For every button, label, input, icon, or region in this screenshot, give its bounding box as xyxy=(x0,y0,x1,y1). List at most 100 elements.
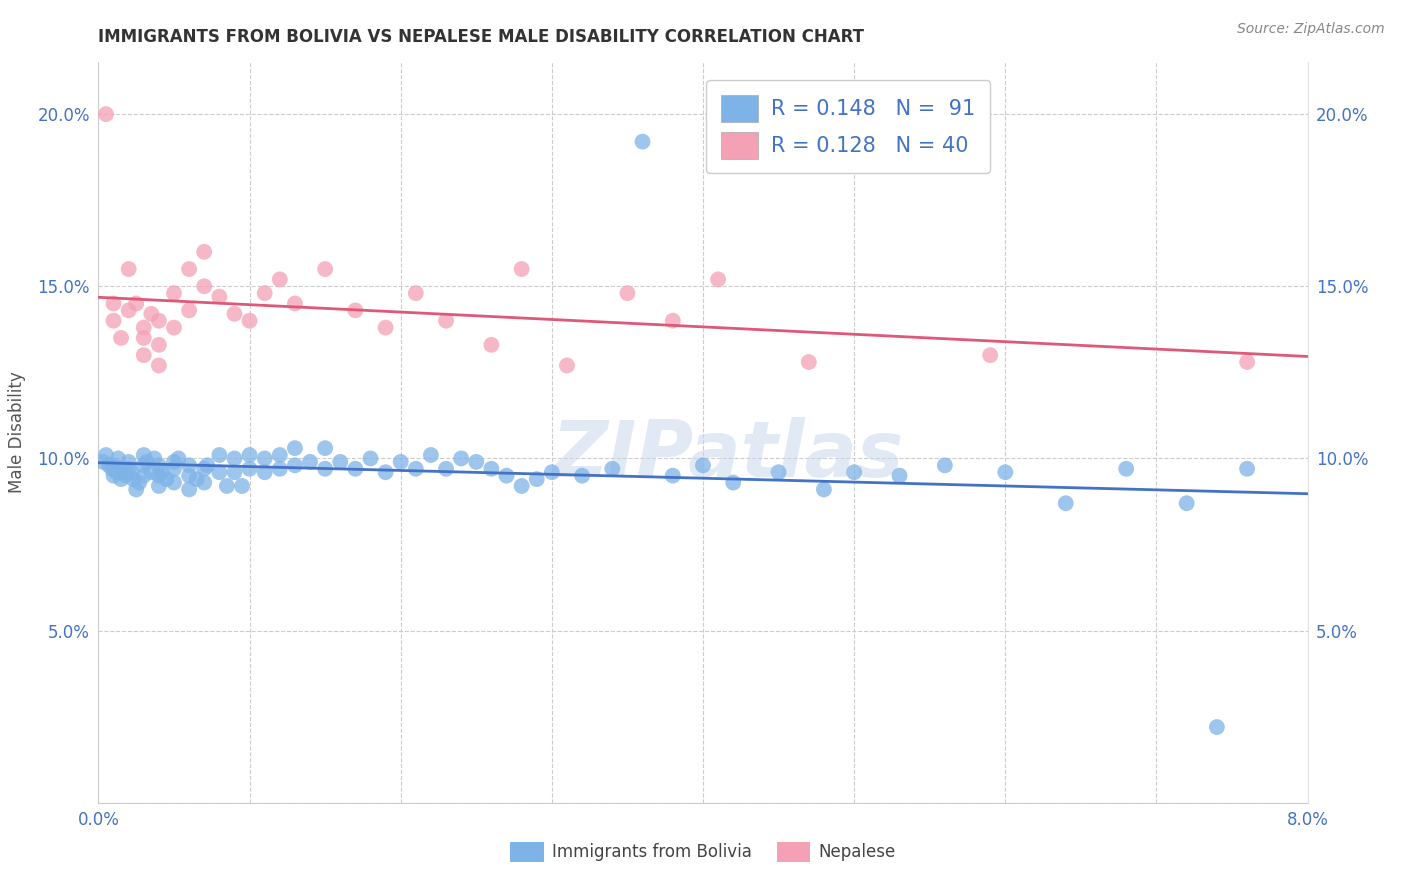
Point xyxy=(314,441,336,455)
Point xyxy=(571,468,593,483)
Point xyxy=(224,465,246,479)
Point xyxy=(110,472,132,486)
Point xyxy=(844,465,866,479)
Point xyxy=(193,475,215,490)
Point xyxy=(768,465,790,479)
Point xyxy=(163,475,186,490)
Point xyxy=(163,286,186,301)
Point xyxy=(239,462,262,476)
Point xyxy=(465,455,488,469)
Point xyxy=(141,307,163,321)
Point xyxy=(163,320,186,334)
Point xyxy=(148,479,170,493)
Point xyxy=(405,462,427,476)
Text: ZIPatlas: ZIPatlas xyxy=(551,417,903,493)
Point xyxy=(118,303,141,318)
Point xyxy=(163,462,186,476)
Point xyxy=(105,465,128,479)
Point xyxy=(889,468,911,483)
Point xyxy=(193,462,215,476)
Point xyxy=(125,483,148,497)
Point xyxy=(510,479,533,493)
Point xyxy=(344,462,367,476)
Point xyxy=(135,455,157,469)
Point xyxy=(481,462,503,476)
Point xyxy=(299,455,322,469)
Point xyxy=(631,135,654,149)
Point xyxy=(94,448,117,462)
Point xyxy=(661,314,683,328)
Point xyxy=(434,314,457,328)
Point xyxy=(797,355,820,369)
Point xyxy=(143,451,166,466)
Point xyxy=(132,448,155,462)
Point xyxy=(118,462,141,476)
Point xyxy=(329,455,352,469)
Point xyxy=(179,483,201,497)
Point xyxy=(141,465,163,479)
Point xyxy=(224,307,246,321)
Point xyxy=(103,314,125,328)
Point xyxy=(314,462,336,476)
Point xyxy=(1054,496,1077,510)
Point xyxy=(163,455,186,469)
Point xyxy=(434,462,457,476)
Point xyxy=(208,290,231,304)
Point xyxy=(253,465,276,479)
Point xyxy=(239,314,262,328)
Point xyxy=(101,462,124,476)
Point xyxy=(118,262,141,277)
Point xyxy=(284,458,307,473)
Point xyxy=(284,441,307,455)
Point xyxy=(389,455,412,469)
Point xyxy=(510,262,533,277)
Point xyxy=(540,465,562,479)
Point xyxy=(186,472,208,486)
Point xyxy=(118,455,141,469)
Point xyxy=(107,451,129,466)
Point xyxy=(1115,462,1137,476)
Point xyxy=(193,279,215,293)
Point xyxy=(405,286,427,301)
Point xyxy=(420,448,443,462)
Point xyxy=(155,472,177,486)
Point xyxy=(94,107,117,121)
Point xyxy=(555,359,578,373)
Point xyxy=(179,458,201,473)
Point xyxy=(132,348,155,362)
Point xyxy=(723,475,745,490)
Point xyxy=(269,272,291,286)
Point xyxy=(239,448,262,462)
Point xyxy=(215,479,238,493)
Point xyxy=(125,296,148,310)
Point xyxy=(1206,720,1229,734)
Point xyxy=(167,451,190,466)
Point xyxy=(374,320,396,334)
Point xyxy=(253,286,276,301)
Point xyxy=(269,462,291,476)
Point xyxy=(616,286,638,301)
Point xyxy=(110,331,132,345)
Point xyxy=(103,296,125,310)
Point xyxy=(450,451,472,466)
Point xyxy=(91,455,114,469)
Point xyxy=(128,475,150,490)
Point xyxy=(481,338,503,352)
Text: Source: ZipAtlas.com: Source: ZipAtlas.com xyxy=(1237,22,1385,37)
Point xyxy=(103,458,125,473)
Point xyxy=(150,465,173,479)
Point xyxy=(707,272,730,286)
Point xyxy=(1236,462,1258,476)
Text: IMMIGRANTS FROM BOLIVIA VS NEPALESE MALE DISABILITY CORRELATION CHART: IMMIGRANTS FROM BOLIVIA VS NEPALESE MALE… xyxy=(98,28,865,45)
Point xyxy=(269,448,291,462)
Point xyxy=(344,303,367,318)
Point xyxy=(132,331,155,345)
Point xyxy=(526,472,548,486)
Point xyxy=(179,303,201,318)
Point xyxy=(692,458,714,473)
Point xyxy=(148,359,170,373)
Point xyxy=(374,465,396,479)
Point xyxy=(602,462,624,476)
Point xyxy=(114,468,136,483)
Point xyxy=(661,468,683,483)
